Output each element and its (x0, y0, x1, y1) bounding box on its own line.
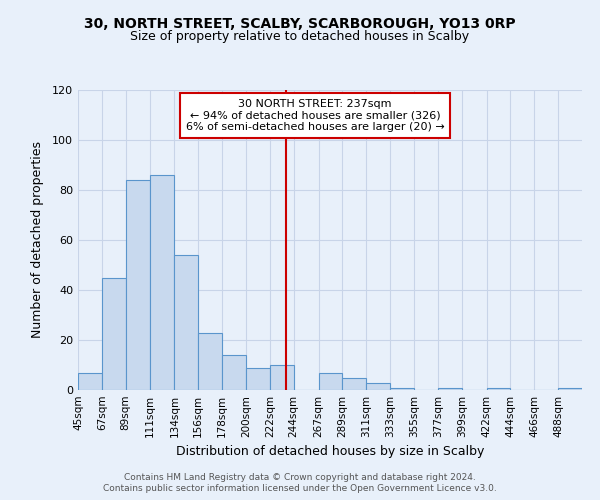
Bar (487, 388, 511, 390)
Bar (78, 372, 102, 390)
Text: Contains public sector information licensed under the Open Government Licence v3: Contains public sector information licen… (103, 484, 497, 493)
Bar (149, 175, 175, 390)
Bar (199, 332, 222, 390)
Text: 30 NORTH STREET: 237sqm
← 94% of detached houses are smaller (326)
6% of semi-de: 30 NORTH STREET: 237sqm ← 94% of detache… (185, 99, 444, 132)
Bar (175, 255, 199, 390)
Bar (319, 372, 343, 390)
Text: Size of property relative to detached houses in Scalby: Size of property relative to detached ho… (130, 30, 470, 43)
Y-axis label: Number of detached properties: Number of detached properties (31, 142, 44, 338)
Bar (125, 180, 149, 390)
Bar (102, 278, 125, 390)
Bar (222, 355, 246, 390)
Bar (438, 388, 461, 390)
Bar (246, 368, 270, 390)
Bar (558, 388, 582, 390)
Bar (367, 382, 390, 390)
Bar (343, 378, 367, 390)
Bar (270, 365, 293, 390)
Bar (390, 388, 414, 390)
Text: Contains HM Land Registry data © Crown copyright and database right 2024.: Contains HM Land Registry data © Crown c… (124, 472, 476, 482)
Text: 30, NORTH STREET, SCALBY, SCARBOROUGH, YO13 0RP: 30, NORTH STREET, SCALBY, SCARBOROUGH, Y… (84, 18, 516, 32)
X-axis label: Distribution of detached houses by size in Scalby: Distribution of detached houses by size … (176, 446, 484, 458)
